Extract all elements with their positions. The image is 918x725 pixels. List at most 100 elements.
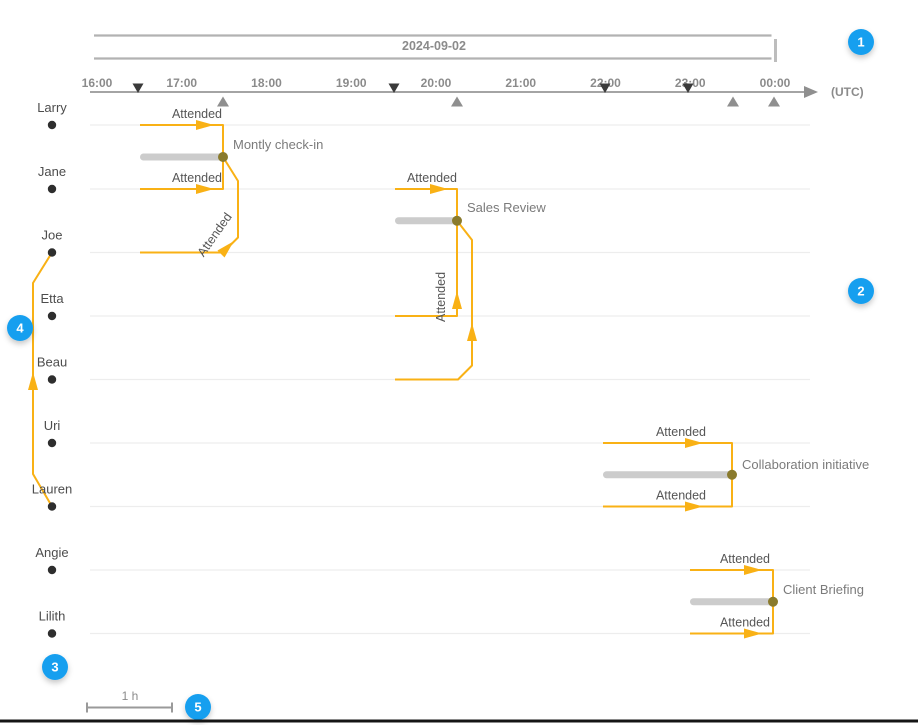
edge-arrow-icon [217, 241, 234, 258]
axis-tick-label: 20:00 [421, 76, 452, 90]
person-node-group[interactable]: Jane [38, 164, 66, 194]
person-name: Jane [38, 164, 66, 179]
person-node-group[interactable]: Larry [37, 100, 67, 130]
attended-edge[interactable] [603, 442, 733, 475]
event-end-marker-icon [727, 96, 739, 107]
event-end-marker-icon [217, 96, 229, 107]
event-collaboration-initiative: Attended Attended Collaboration initiati… [603, 425, 869, 512]
callout-badge: 4 [7, 315, 33, 341]
event-bar[interactable] [140, 153, 223, 161]
event-node[interactable] [218, 152, 228, 162]
person-node[interactable] [47, 438, 57, 448]
date-label: 2024-09-02 [402, 39, 466, 53]
window-bottom-border [0, 719, 918, 723]
attended-edge[interactable] [140, 124, 224, 157]
edge-label: Attended [407, 171, 457, 185]
callout-number: 2 [857, 284, 864, 299]
callout-badge: 5 [185, 694, 211, 720]
person-name: Lauren [32, 482, 72, 497]
event-label: Montly check-in [233, 137, 323, 152]
person-node-group[interactable]: Joe [42, 228, 63, 257]
callout-number: 1 [857, 35, 864, 50]
scale-label: 1 h [122, 689, 139, 703]
callout-circle [7, 315, 33, 341]
event-start-marker-icon [682, 83, 694, 93]
axis-tick-label: 00:00 [760, 76, 791, 90]
event-montly-check-in: Attended Attended Attended Montly check-… [140, 107, 323, 259]
person-node[interactable] [47, 248, 57, 257]
person-edge[interactable] [28, 251, 53, 508]
event-bar[interactable] [603, 471, 732, 479]
axis-tick-label: 21:00 [505, 76, 536, 90]
person-node-group[interactable]: Beau [37, 355, 67, 384]
person-node[interactable] [47, 375, 57, 384]
edge-label: Attended [720, 616, 770, 630]
event-label: Sales Review [467, 200, 546, 215]
event-end-marker-icon [451, 96, 463, 107]
person-node[interactable] [47, 311, 57, 321]
person-node-group[interactable]: Uri [44, 418, 61, 448]
callout-circle [848, 29, 874, 55]
event-start-marker-icon [599, 83, 611, 93]
edge-arrow-icon [744, 628, 762, 639]
person-node[interactable] [47, 502, 57, 511]
person-name: Joe [42, 228, 63, 243]
person-name: Beau [37, 355, 67, 370]
edge-arrow-icon [196, 120, 214, 130]
callout-number: 3 [51, 660, 58, 675]
person-node-group[interactable]: Angie [35, 545, 69, 575]
axis-tick-label: 19:00 [336, 76, 367, 90]
edge-label: Attended [434, 272, 448, 322]
person-node[interactable] [47, 184, 57, 194]
callout-number: 5 [194, 700, 201, 715]
date-range-brush[interactable]: 2024-09-02 [94, 34, 777, 63]
person-name: Lilith [39, 609, 66, 624]
attended-edge[interactable] [140, 156, 239, 254]
edge-arrow-icon [744, 565, 762, 575]
attended-edge[interactable] [395, 188, 458, 221]
callout-badge: 3 [42, 654, 68, 680]
event-sales-review: Attended Attended Sales Review [395, 171, 546, 381]
axis-tick-label: 23:00 [675, 76, 706, 90]
callout-circle [42, 654, 68, 680]
event-start-marker-icon [132, 83, 144, 93]
edge-label: Attended [720, 552, 770, 566]
attended-edge[interactable] [395, 220, 458, 317]
callout-badges: 1 2 3 4 5 [7, 29, 874, 720]
person-node[interactable] [47, 629, 57, 638]
person-node[interactable] [47, 120, 57, 130]
event-node[interactable] [727, 469, 737, 480]
attended-edge[interactable] [603, 474, 733, 508]
edge-arrow-icon [685, 438, 703, 448]
person-node-group[interactable]: Lilith [39, 609, 66, 638]
event-node[interactable] [452, 215, 462, 226]
callout-number: 4 [16, 321, 24, 336]
axis-tick-label: 16:00 [82, 76, 113, 90]
scale-indicator: 1 h [86, 689, 173, 713]
axis-tick-label: 22:00 [590, 76, 621, 90]
callout-circle [185, 694, 211, 720]
attended-edge[interactable] [140, 157, 224, 190]
edge-label: Attended [656, 489, 706, 503]
axis-tick-label: 18:00 [251, 76, 282, 90]
axis-tick-label: 17:00 [166, 76, 197, 90]
event-node[interactable] [768, 596, 778, 607]
edge-arrow-icon [467, 323, 477, 341]
attended-edge[interactable] [690, 569, 774, 602]
callout-badge: 1 [848, 29, 874, 55]
attended-edge[interactable] [690, 601, 774, 635]
person-name: Angie [35, 545, 68, 560]
attended-edge[interactable] [395, 220, 473, 381]
event-bar[interactable] [395, 217, 457, 225]
person-name: Etta [40, 291, 64, 306]
event-bar[interactable] [690, 598, 773, 606]
person-node-group[interactable]: Etta [40, 291, 64, 321]
edge-arrow-icon [430, 184, 448, 194]
person-node-group[interactable]: Lauren [32, 482, 72, 511]
time-axis: (UTC) 16:00 17:00 18:00 19:00 20:00 21:0… [82, 76, 864, 107]
event-end-marker-icon [768, 96, 780, 107]
callout-badge: 2 [848, 278, 874, 304]
person-node[interactable] [47, 565, 57, 575]
